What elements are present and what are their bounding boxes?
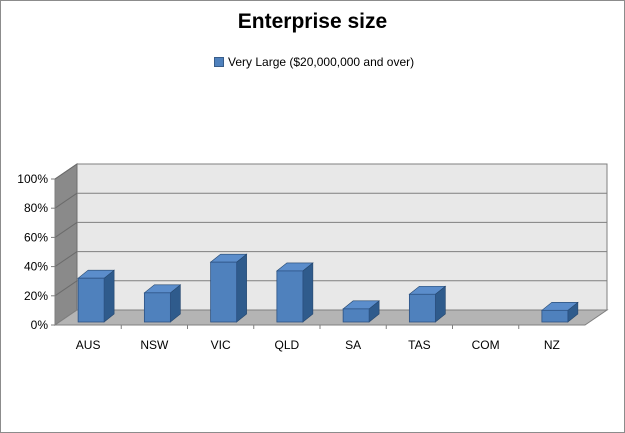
bar [210,261,238,323]
grid-lines [54,163,607,297]
gridline-side [54,163,78,180]
y-tick-label: 0% [31,318,49,332]
chart-title: Enterprise size [237,10,388,33]
floor [53,309,609,326]
y-axis-ticks: 0% 20% 40% 60% 80% 100% [17,172,585,332]
bar-side [236,253,247,323]
x-tick-label: SA [345,338,361,352]
side-wall [54,163,78,326]
legend: Very Large ($20,000,000 and over) [214,53,414,71]
x-tick-label: COM [472,338,500,352]
gridline-side [54,280,78,297]
y-tick-label: 40% [24,260,48,274]
chart-walls [53,163,609,326]
x-tick-label: VIC [211,338,231,352]
x-tick-label: TAS [408,338,430,352]
y-tick-label: 100% [17,172,48,186]
legend-swatch [214,57,224,67]
x-tick-label: AUS [76,338,101,352]
bar [541,309,569,323]
bar [342,308,370,323]
gridline-side [54,221,78,238]
bar [143,292,171,323]
x-axis-ticks: AUS NSW VIC QLD SA TAS COM NZ [76,325,560,352]
x-tick-label: QLD [275,338,300,352]
bars [77,253,579,323]
x-tick-label: NSW [140,338,169,352]
legend-label: Very Large ($20,000,000 and over) [228,55,415,69]
gridline-side [54,192,78,209]
bar [276,270,304,323]
bar-side [302,262,314,323]
bar [77,277,105,323]
bar-side [103,269,115,323]
y-tick-label: 60% [24,230,48,244]
y-tick-label: 20% [24,289,48,303]
bar [408,293,436,323]
y-tick-label: 80% [24,201,48,215]
x-tick-label: NZ [544,338,560,352]
gridline-side [54,251,78,268]
